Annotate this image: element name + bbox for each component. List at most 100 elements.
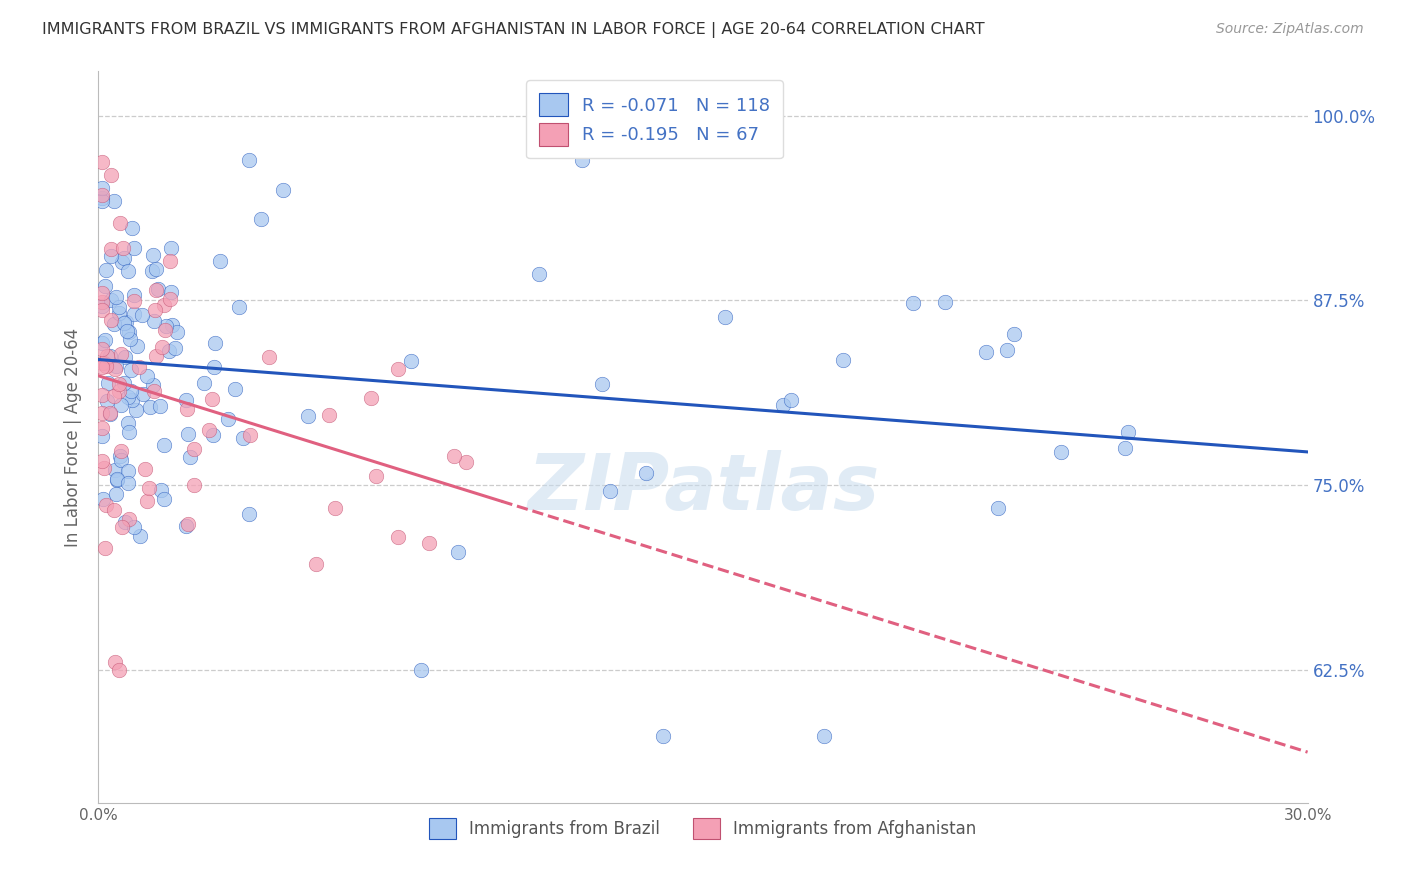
Point xyxy=(132,387,155,401)
Point xyxy=(201,428,224,442)
Point xyxy=(208,254,231,268)
Point xyxy=(118,325,141,339)
Point xyxy=(599,483,621,498)
Point xyxy=(93,461,115,475)
Point xyxy=(94,359,117,373)
Point xyxy=(179,450,201,464)
Point xyxy=(238,153,260,167)
Point xyxy=(204,359,226,374)
Point xyxy=(91,286,114,301)
Point xyxy=(165,342,187,356)
Point xyxy=(91,453,114,467)
Point xyxy=(145,284,167,298)
Point xyxy=(159,241,181,255)
Point xyxy=(91,359,114,374)
Point xyxy=(94,541,117,556)
Point xyxy=(117,416,139,430)
Point xyxy=(239,428,262,442)
Point xyxy=(780,392,803,407)
Point xyxy=(105,487,128,501)
Point xyxy=(94,279,117,293)
Point xyxy=(297,409,319,423)
Point xyxy=(305,557,328,571)
Point xyxy=(96,498,118,512)
Point xyxy=(125,403,148,417)
Point xyxy=(108,305,131,319)
Point xyxy=(120,363,142,377)
Point xyxy=(174,392,197,407)
Point xyxy=(103,317,125,331)
Point xyxy=(103,389,125,403)
Point xyxy=(987,501,1010,516)
Point xyxy=(91,295,114,310)
Point xyxy=(224,382,246,396)
Point xyxy=(198,423,221,437)
Point xyxy=(153,298,176,312)
Legend: Immigrants from Brazil, Immigrants from Afghanistan: Immigrants from Brazil, Immigrants from … xyxy=(423,811,983,846)
Point xyxy=(176,519,198,533)
Point xyxy=(1114,441,1136,455)
Point xyxy=(120,384,142,398)
Y-axis label: In Labor Force | Age 20-64: In Labor Force | Age 20-64 xyxy=(65,327,83,547)
Point xyxy=(91,194,114,208)
Point xyxy=(112,376,135,390)
Point xyxy=(100,168,122,182)
Point xyxy=(110,254,132,268)
Point xyxy=(111,520,134,534)
Text: ZIPatlas: ZIPatlas xyxy=(527,450,879,526)
Point xyxy=(713,310,735,324)
Point xyxy=(176,402,198,417)
Point xyxy=(115,315,138,329)
Point xyxy=(193,376,215,391)
Point xyxy=(103,656,125,670)
Point xyxy=(108,377,131,392)
Point xyxy=(271,183,294,197)
Point xyxy=(110,449,132,463)
Point xyxy=(634,466,657,480)
Point xyxy=(166,325,188,339)
Point xyxy=(183,442,205,457)
Point xyxy=(1002,326,1025,341)
Point xyxy=(399,353,422,368)
Point xyxy=(91,336,114,351)
Point xyxy=(118,425,141,439)
Point xyxy=(117,475,139,490)
Point xyxy=(139,400,162,414)
Point xyxy=(115,324,138,338)
Point xyxy=(91,299,114,313)
Point xyxy=(112,252,135,266)
Point xyxy=(134,462,156,476)
Point xyxy=(114,350,136,364)
Point xyxy=(100,293,122,307)
Point xyxy=(128,359,150,374)
Point xyxy=(177,517,200,532)
Text: Source: ZipAtlas.com: Source: ZipAtlas.com xyxy=(1216,22,1364,37)
Point xyxy=(122,307,145,321)
Point xyxy=(152,491,174,506)
Point xyxy=(135,493,157,508)
Point xyxy=(125,339,148,353)
Point xyxy=(592,376,614,391)
Point xyxy=(145,349,167,363)
Point xyxy=(108,216,131,230)
Point xyxy=(138,481,160,495)
Point xyxy=(934,294,956,309)
Point xyxy=(232,431,254,445)
Point xyxy=(149,483,172,498)
Point xyxy=(110,398,132,412)
Point xyxy=(117,390,139,404)
Point xyxy=(974,344,997,359)
Point xyxy=(901,296,924,310)
Point xyxy=(447,545,470,559)
Point xyxy=(121,392,143,407)
Point xyxy=(238,507,260,521)
Point xyxy=(142,377,165,392)
Point xyxy=(121,221,143,235)
Point xyxy=(136,369,159,384)
Point xyxy=(105,472,128,486)
Point xyxy=(112,240,135,254)
Point xyxy=(122,294,145,309)
Point xyxy=(93,356,115,370)
Point xyxy=(104,463,127,477)
Point xyxy=(160,285,183,300)
